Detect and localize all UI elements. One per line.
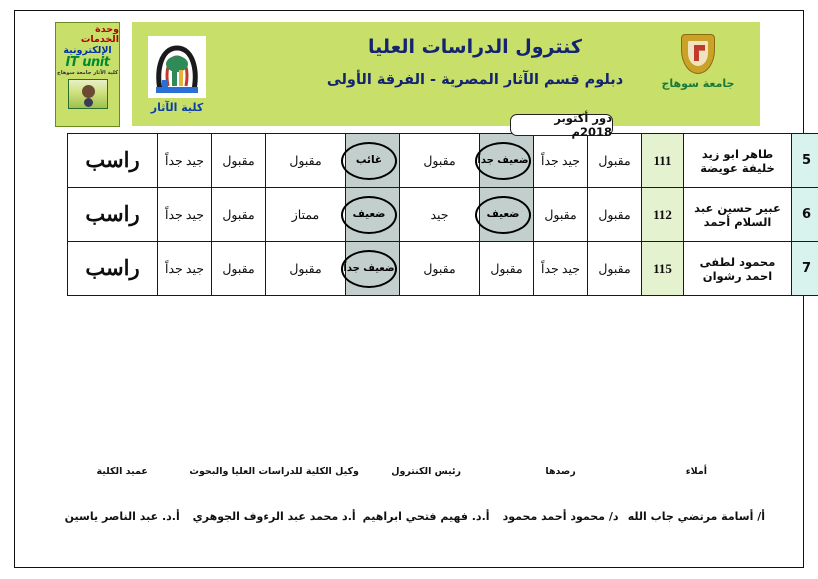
signature-title: رئيس الكنترول — [391, 466, 462, 477]
faculty-logo: كلية الآثار — [132, 22, 222, 126]
university-name: جامعة سوهاج — [661, 77, 735, 90]
it-unit-line2: الإلكترونية — [63, 45, 112, 56]
signature-title: رصدها — [545, 466, 576, 477]
signature-name: أ.د. عبد الناصر ياسين — [64, 510, 180, 523]
signature-block: رئيس الكنترول أ.د. فهيم فتحي ابراهيم — [359, 466, 493, 523]
failing-grade-mark: ضعيف — [475, 195, 531, 234]
signature-title: عميد الكلية — [96, 466, 149, 477]
it-unit-logo: وحدة الخدمات الإلكترونية IT unit كلية ال… — [55, 22, 120, 127]
cell-grade: مقبول — [265, 241, 346, 296]
cell-grade: مقبول — [399, 241, 480, 296]
signature-name: أ.د محمد عبد الرءوف الجوهري — [192, 510, 356, 523]
cell-grade: ضعيف جداً — [341, 241, 400, 296]
cell-grade: ضعيف جداً — [475, 133, 534, 188]
table-row: 5 طاهر ابو زيد خليفة عويضة 111 مقبول جيد جدا… — [67, 133, 818, 188]
cell-student-code: 112 — [641, 187, 684, 242]
cell-final-result: راسب — [67, 133, 158, 188]
signature-name: أ.د. فهيم فتحي ابراهيم — [362, 510, 490, 523]
cell-grade: غائب — [341, 133, 400, 188]
cell-grade: جيد جداً — [157, 133, 212, 188]
cell-grade: ممتاز — [265, 187, 346, 242]
signatures-footer: أملاء أ/ أسامة مرتضي جاب الله رصدها د/ محمو… — [55, 466, 766, 556]
signature-block: عميد الكلية أ.د. عبد الناصر ياسين — [55, 466, 189, 523]
cell-sequence: 7 — [791, 241, 818, 296]
cell-grade: مقبول — [479, 241, 534, 296]
failing-grade-mark: غائب — [341, 141, 397, 180]
table-row: 7 محمود لطفى احمد رشوان 115 مقبول جيد جداً مق… — [67, 241, 818, 296]
failing-grade-mark: ضعيف جداً — [341, 249, 397, 288]
it-unit-line4: كلية الآثار جامعة سوهاج — [57, 70, 118, 76]
cell-grade: مقبول — [265, 133, 346, 188]
cell-grade: جيد جداً — [533, 241, 588, 296]
it-unit-line3: IT unit — [65, 55, 110, 70]
signature-block: أملاء أ/ أسامة مرتضي جاب الله — [627, 466, 766, 523]
title-banner: كنترول الدراسات العليا دبلوم قسم الآثار … — [222, 22, 760, 126]
cell-grade: مقبول — [533, 187, 588, 242]
page-title: كنترول الدراسات العليا — [368, 36, 583, 58]
cell-grade: مقبول — [587, 187, 642, 242]
cell-student-name: عبير حسين عبد السلام أحمد — [683, 187, 792, 242]
table-row: 6 عبير حسين عبد السلام أحمد 112 مقبول مقبول ض… — [67, 187, 818, 242]
grades-table-body: 5 طاهر ابو زيد خليفة عويضة 111 مقبول جيد جدا… — [67, 133, 818, 296]
cell-student-code: 115 — [641, 241, 684, 296]
faculty-emblem-icon — [146, 34, 208, 100]
grades-table: 5 طاهر ابو زيد خليفة عويضة 111 مقبول جيد جدا… — [67, 133, 818, 296]
cell-grade: ضعيف — [341, 187, 400, 242]
page-subtitle: دبلوم قسم الآثار المصرية - الفرقة الأولى — [326, 72, 624, 88]
exam-session-badge: دور أكتوبر 2018م — [510, 111, 613, 139]
university-block: جامعة سوهاج — [648, 34, 748, 90]
it-unit-portrait-icon — [67, 79, 108, 109]
cell-grade: مقبول — [211, 241, 266, 296]
cell-sequence: 5 — [791, 133, 818, 188]
signature-titles-row: أملاء أ/ أسامة مرتضي جاب الله رصدها د/ محمو… — [55, 466, 766, 523]
cell-sequence: 6 — [791, 187, 818, 242]
it-unit-line1: وحدة الخدمات — [80, 24, 119, 45]
cell-grade: مقبول — [211, 133, 266, 188]
signature-block: وكيل الكلية للدراسات العليا والبحوث أ.د م… — [189, 466, 359, 523]
failing-grade-mark: ضعيف — [341, 195, 397, 234]
cell-final-result: راسب — [67, 241, 158, 296]
cell-grade: مقبول — [587, 133, 642, 188]
cell-grade: جيد جداً — [157, 241, 212, 296]
cell-student-code: 111 — [641, 133, 684, 188]
document-page: وحدة الخدمات الإلكترونية IT unit كلية ال… — [14, 10, 818, 568]
signature-title: أملاء — [685, 466, 708, 477]
cell-student-name: طاهر ابو زيد خليفة عويضة — [683, 133, 792, 188]
faculty-logo-caption: كلية الآثار — [150, 101, 204, 114]
signature-title: وكيل الكلية للدراسات العليا والبحوث — [189, 466, 359, 477]
cell-final-result: راسب — [67, 187, 158, 242]
cell-grade: مقبول — [399, 133, 480, 188]
failing-grade-mark: ضعيف جداً — [475, 141, 531, 180]
archaeology-emblem-svg — [148, 36, 206, 98]
cell-grade: جيد جداً — [157, 187, 212, 242]
document-header: وحدة الخدمات الإلكترونية IT unit كلية ال… — [55, 19, 760, 139]
cell-student-name: محمود لطفى احمد رشوان — [683, 241, 792, 296]
cell-grade: مقبول — [587, 241, 642, 296]
signature-block: رصدها د/ محمود أحمد محمود — [493, 466, 627, 523]
cell-grade: جيد — [399, 187, 480, 242]
signature-name: د/ محمود أحمد محمود — [502, 510, 619, 523]
cell-grade: جيد جداً — [533, 133, 588, 188]
university-crest-icon — [681, 34, 715, 74]
cell-grade: مقبول — [211, 187, 266, 242]
signature-name: أ/ أسامة مرتضي جاب الله — [627, 510, 766, 523]
cell-grade: ضعيف — [475, 187, 534, 242]
